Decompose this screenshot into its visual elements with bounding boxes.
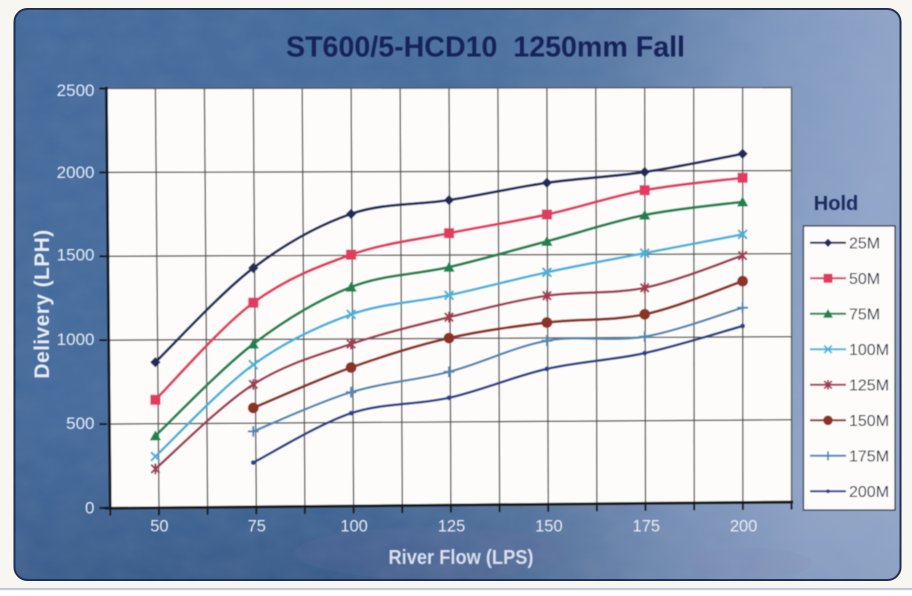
svg-text:ST600/5-HCD10 1250mm Fall: ST600/5-HCD10 1250mm Fall [286, 32, 685, 64]
svg-text:100M: 100M [849, 342, 889, 359]
svg-text:50: 50 [150, 518, 168, 536]
svg-text:1500: 1500 [57, 246, 95, 265]
svg-text:75: 75 [248, 518, 266, 536]
svg-text:200: 200 [730, 518, 758, 536]
svg-text:0: 0 [85, 499, 94, 518]
svg-text:150: 150 [535, 518, 563, 536]
svg-text:100: 100 [340, 518, 368, 536]
svg-text:Delivery (LPH): Delivery (LPH) [31, 229, 54, 378]
svg-text:2500: 2500 [57, 81, 95, 100]
svg-text:50M: 50M [849, 271, 880, 288]
svg-text:175: 175 [633, 518, 661, 536]
svg-text:150M: 150M [849, 413, 889, 430]
svg-text:125M: 125M [849, 378, 889, 395]
svg-text:2000: 2000 [57, 163, 95, 182]
svg-text:1000: 1000 [57, 330, 95, 349]
svg-text:25M: 25M [849, 236, 880, 253]
svg-text:Hold: Hold [814, 193, 858, 215]
svg-text:River Flow (LPS): River Flow (LPS) [389, 547, 534, 569]
svg-text:175M: 175M [849, 449, 889, 466]
svg-text:125: 125 [438, 518, 466, 536]
svg-text:75M: 75M [849, 307, 880, 324]
svg-text:500: 500 [66, 414, 94, 433]
svg-text:200M: 200M [849, 484, 889, 501]
